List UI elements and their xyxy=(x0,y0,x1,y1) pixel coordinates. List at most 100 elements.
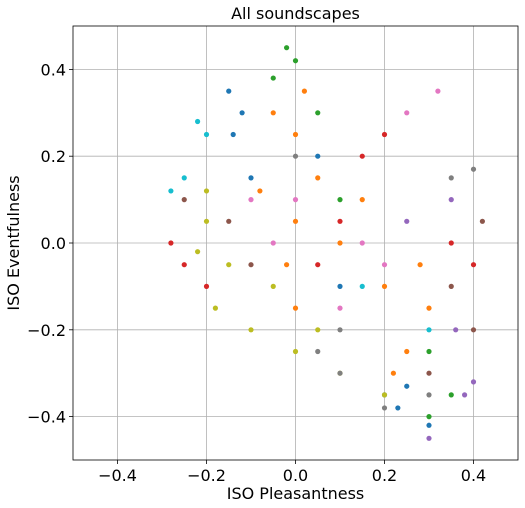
y-tick-label: 0.2 xyxy=(41,147,66,166)
scatter-point xyxy=(315,262,321,268)
scatter-point xyxy=(292,131,299,138)
x-tick-label: 0.0 xyxy=(283,466,308,485)
scatter-point xyxy=(284,262,290,268)
y-tick-label: 0.0 xyxy=(41,234,66,253)
series-0 xyxy=(257,88,432,376)
scatter-point xyxy=(337,283,343,289)
scatter-point xyxy=(359,283,365,289)
scatter-point xyxy=(226,88,232,94)
scatter-point xyxy=(404,383,410,389)
scatter-point xyxy=(453,327,459,333)
scatter-point xyxy=(470,166,477,172)
scatter-point xyxy=(292,218,299,224)
scatter-points xyxy=(168,45,485,441)
scatter-point xyxy=(381,131,388,138)
scatter-point xyxy=(248,197,254,203)
scatter-point xyxy=(203,218,210,224)
scatter-point xyxy=(181,262,187,268)
scatter-point xyxy=(337,240,343,246)
scatter-point xyxy=(248,175,254,181)
series-1 xyxy=(226,88,432,428)
scatter-point xyxy=(337,327,343,333)
series-7 xyxy=(181,197,485,376)
scatter-point xyxy=(448,392,454,398)
scatter-point xyxy=(426,414,432,420)
y-axis-ticks: −0.4 −0.2 0.0 0.2 0.4 xyxy=(27,60,73,427)
x-tick-label: −0.2 xyxy=(187,466,226,485)
scatter-point xyxy=(404,110,410,116)
scatter-point xyxy=(448,175,454,181)
scatter-point xyxy=(448,197,454,203)
series-3 xyxy=(270,45,454,420)
scatter-point xyxy=(226,218,232,224)
scatter-point xyxy=(404,348,410,355)
scatter-point xyxy=(448,283,454,289)
scatter-point xyxy=(168,188,174,194)
scatter-point xyxy=(359,240,365,246)
scatter-point xyxy=(292,305,299,311)
scatter-point xyxy=(270,110,276,116)
scatter-point xyxy=(270,240,276,246)
scatter-point xyxy=(270,283,276,289)
scatter-point xyxy=(470,327,477,333)
scatter-point xyxy=(301,88,307,94)
scatter-point xyxy=(470,379,477,385)
series-6 xyxy=(248,88,441,311)
chart-title: All soundscapes xyxy=(231,4,360,23)
scatter-point xyxy=(203,283,210,289)
x-tick-label: 0.2 xyxy=(372,466,397,485)
scatter-point xyxy=(381,262,388,268)
scatter-point xyxy=(248,262,254,268)
scatter-point xyxy=(381,283,388,289)
scatter-point xyxy=(359,153,365,159)
series-4 xyxy=(168,131,477,289)
scatter-point xyxy=(195,249,201,255)
y-tick-label: −0.2 xyxy=(27,321,66,340)
scatter-point xyxy=(181,175,187,181)
scatter-point xyxy=(212,305,218,311)
x-axis-label: ISO Pleasantness xyxy=(227,484,365,503)
scatter-point xyxy=(426,422,432,428)
scatter-point xyxy=(426,348,432,355)
scatter-point xyxy=(257,188,263,194)
scatter-point xyxy=(462,392,468,398)
scatter-point xyxy=(359,197,365,203)
scatter-point xyxy=(181,197,187,203)
scatter-point xyxy=(417,262,423,268)
y-tick-label: 0.4 xyxy=(41,60,66,79)
scatter-point xyxy=(315,327,321,333)
scatter-point xyxy=(337,197,343,203)
scatter-point xyxy=(292,153,299,159)
scatter-point xyxy=(404,218,410,224)
scatter-point xyxy=(203,188,210,194)
scatter-point xyxy=(239,110,245,116)
scatter-point xyxy=(292,58,299,64)
scatter-point xyxy=(381,405,388,411)
scatter-point xyxy=(381,392,388,398)
scatter-point xyxy=(270,75,276,81)
scatter-point xyxy=(203,131,210,138)
scatter-point xyxy=(195,118,201,125)
series-2 xyxy=(195,188,388,398)
scatter-point xyxy=(292,348,299,355)
scatter-point xyxy=(435,88,441,94)
scatter-point xyxy=(337,218,343,224)
scatter-point xyxy=(230,131,236,138)
series-5 xyxy=(168,118,432,333)
scatter-point xyxy=(315,348,321,355)
x-tick-label: −0.4 xyxy=(98,466,137,485)
scatter-point xyxy=(337,370,343,376)
scatter-point xyxy=(168,240,174,246)
scatter-point xyxy=(315,110,321,116)
scatter-point xyxy=(426,305,432,311)
scatter-point xyxy=(337,305,343,311)
scatter-point xyxy=(390,370,396,376)
series-9 xyxy=(404,197,477,441)
scatter-point xyxy=(426,370,432,376)
scatter-point xyxy=(315,175,321,181)
y-tick-label: −0.4 xyxy=(27,408,66,427)
series-8 xyxy=(292,153,477,411)
scatter-point xyxy=(395,405,401,411)
x-axis-ticks: −0.4 −0.2 0.0 0.2 0.4 xyxy=(98,460,486,485)
